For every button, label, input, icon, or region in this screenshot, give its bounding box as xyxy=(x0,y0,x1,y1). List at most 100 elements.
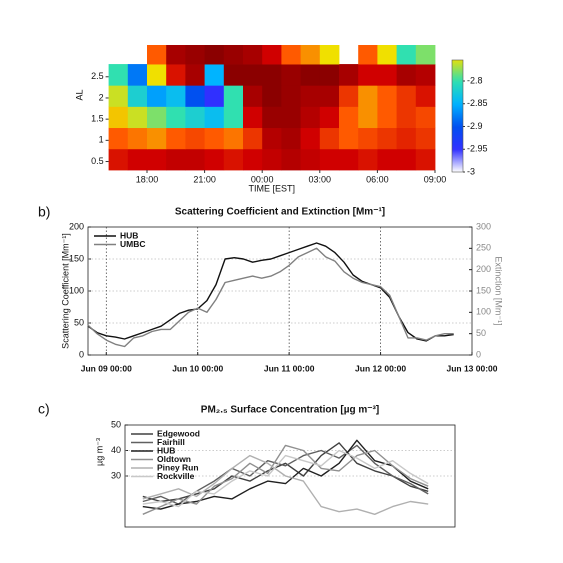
heatmap-cell xyxy=(396,85,417,107)
heatmap-cell xyxy=(339,106,359,129)
y-tick-label: 50 xyxy=(111,419,121,429)
heatmap-cell xyxy=(377,148,397,171)
heatmap-cell xyxy=(262,45,282,65)
series-line xyxy=(142,449,429,508)
panel-label: b) xyxy=(38,204,50,220)
y2-axis-label: Extinction [Mm⁻¹] xyxy=(494,256,504,325)
heatmap-cell xyxy=(300,127,321,150)
series-line xyxy=(142,444,429,515)
heatmap-cell xyxy=(243,148,263,171)
x-tick-label: Jun 11 00:00 xyxy=(264,363,315,373)
heatmap-cell xyxy=(300,45,321,65)
heatmap-cell xyxy=(147,64,167,86)
heatmap-cell xyxy=(243,45,263,65)
heatmap-cell xyxy=(147,148,167,171)
heatmap-cell xyxy=(204,45,225,65)
series-line xyxy=(87,247,454,348)
x-tick-label: 00:00 xyxy=(251,174,274,184)
heatmap-cell xyxy=(108,64,129,86)
y-tick-label: 0.5 xyxy=(91,156,104,166)
heatmap-cell xyxy=(243,85,263,107)
heatmap-cell xyxy=(358,45,378,65)
heatmap-cell xyxy=(147,106,167,129)
legend-label: Fairhill xyxy=(157,437,185,447)
heatmap-cell xyxy=(262,85,282,107)
y-tick-label: 100 xyxy=(69,285,84,295)
heatmap-cell xyxy=(377,127,397,150)
heatmap-cell xyxy=(185,148,205,171)
heatmap-cell xyxy=(262,64,282,86)
heatmap-cell xyxy=(415,148,436,171)
y-tick-label: 1.5 xyxy=(91,114,104,124)
heatmap-cell xyxy=(108,127,129,150)
heatmap-cell xyxy=(339,127,359,150)
heatmap-cell xyxy=(127,148,148,171)
colorbar-tick-label: -2.9 xyxy=(467,121,483,131)
heatmap-cell xyxy=(300,85,321,107)
heatmap-cell xyxy=(166,45,186,65)
y-tick-label: 30 xyxy=(111,470,121,480)
heatmap-cell xyxy=(185,85,205,107)
heatmap-cell xyxy=(185,127,205,150)
heatmap-cell xyxy=(108,106,129,129)
heatmap-cell xyxy=(166,127,186,150)
y2-tick-label: 250 xyxy=(476,243,491,253)
heatmap-cell xyxy=(243,106,263,129)
y-tick-label: 1 xyxy=(99,135,104,145)
heatmap-cell xyxy=(166,148,186,171)
heatmap-cell xyxy=(281,85,301,107)
heatmap-cell xyxy=(339,64,359,86)
y-tick-label: 150 xyxy=(69,253,84,263)
heatmap-cell xyxy=(127,85,148,107)
heatmap-cell xyxy=(147,85,167,107)
colorbar-tick-label: -2.85 xyxy=(467,98,488,108)
heatmap-cell xyxy=(415,45,436,65)
heatmap-cell xyxy=(166,85,186,107)
x-tick-label: 18:00 xyxy=(136,174,159,184)
x-tick-label: Jun 13 00:00 xyxy=(446,363,497,373)
heatmap-cell xyxy=(223,127,244,150)
heatmap-cell xyxy=(300,106,321,129)
heatmap-cell xyxy=(319,45,340,65)
heatmap-cell xyxy=(127,64,148,86)
heatmap-cell xyxy=(166,64,186,86)
x-axis-label: TIME [EST] xyxy=(249,183,296,193)
heatmap-cell xyxy=(377,64,397,86)
heatmap-cell xyxy=(281,64,301,86)
heatmap-cell xyxy=(415,64,436,86)
heatmap-cell xyxy=(358,127,378,150)
heatmap-cell xyxy=(108,148,129,171)
heatmap-cell xyxy=(127,106,148,129)
heatmap-cell xyxy=(281,148,301,171)
heatmap-cell xyxy=(204,64,225,86)
legend-label: Piney Run xyxy=(157,462,199,472)
series-line xyxy=(87,242,454,342)
y-axis-label: Scattering Coefficient [Mm⁻¹] xyxy=(60,233,70,349)
legend-label: HUB xyxy=(157,445,175,455)
heatmap-cell xyxy=(377,85,397,107)
x-tick-label: Jun 12 00:00 xyxy=(355,363,406,373)
heatmap-cell xyxy=(339,85,359,107)
heatmap-cell xyxy=(243,64,263,86)
heatmap-cell xyxy=(204,148,225,171)
heatmap-cell xyxy=(223,45,244,65)
heatmap-cell xyxy=(339,148,359,171)
y-tick-label: 50 xyxy=(74,317,84,327)
heatmap-cell xyxy=(415,85,436,107)
y-tick-label: 2 xyxy=(99,92,104,102)
heatmap-cell xyxy=(415,106,436,129)
heatmap-cell xyxy=(377,45,397,65)
heatmap-cell xyxy=(223,106,244,129)
colorbar xyxy=(451,59,464,173)
x-tick-label: Jun 09 00:00 xyxy=(81,363,132,373)
heatmap-cell xyxy=(319,85,340,107)
x-tick-label: 21:00 xyxy=(193,174,216,184)
heatmap-cell xyxy=(147,127,167,150)
y2-tick-label: 100 xyxy=(476,307,491,317)
heatmap-cell xyxy=(358,85,378,107)
legend-label: Oldtown xyxy=(157,454,191,464)
x-tick-label: 06:00 xyxy=(366,174,389,184)
x-tick-label: Jun 10 00:00 xyxy=(172,363,223,373)
y2-tick-label: 150 xyxy=(476,285,491,295)
heatmap-cell xyxy=(396,64,417,86)
